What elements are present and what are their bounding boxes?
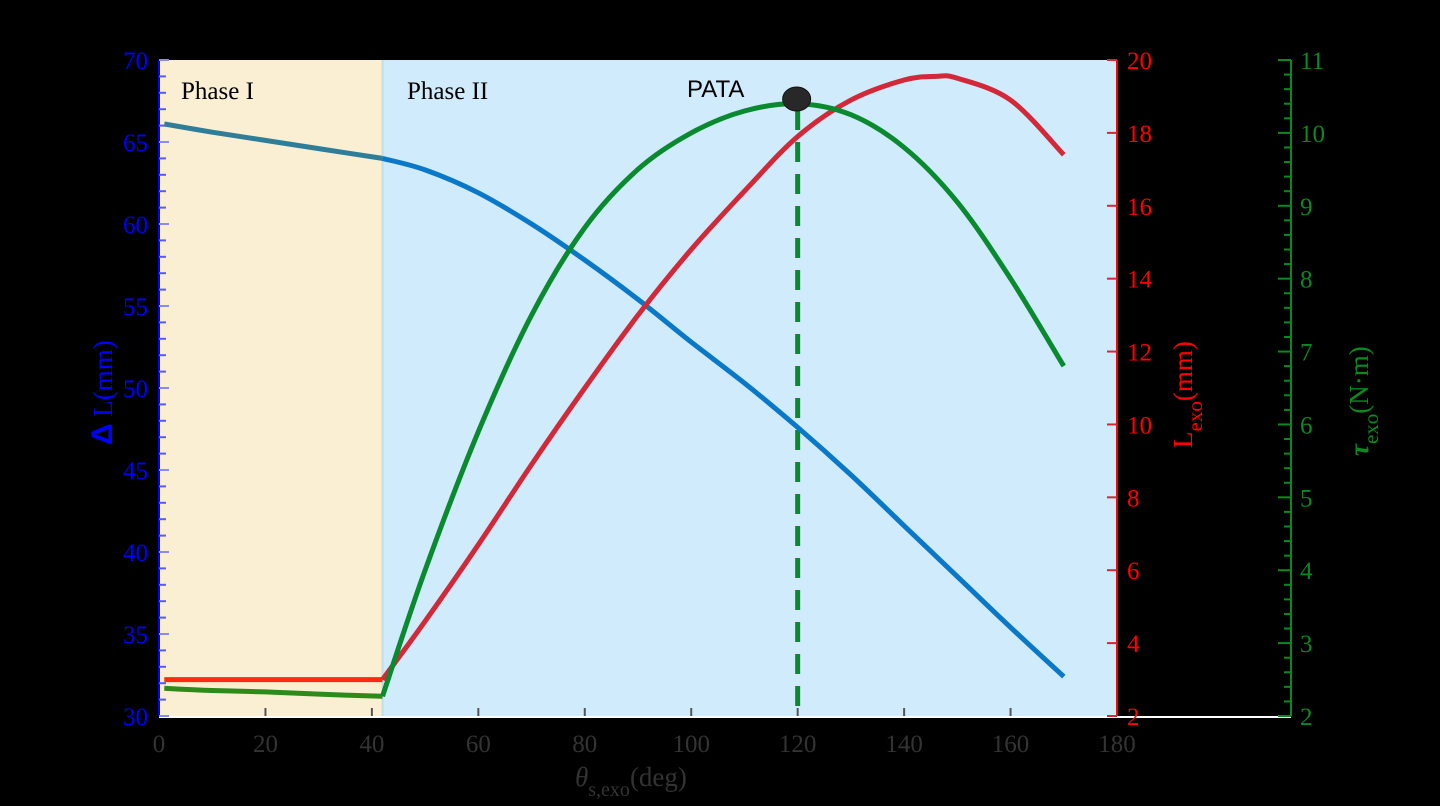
delta-l-line-phase-1	[163, 121, 383, 161]
x-tick-label: 140	[885, 731, 923, 758]
right-y-tick-label-tau-exo: 8	[1300, 267, 1313, 294]
right-y-tick-label-l-exo: 12	[1127, 340, 1152, 367]
left-y-tick-label: 50	[123, 376, 148, 403]
x-tick-label: 100	[672, 731, 710, 758]
l-exo-axis-title: Lexo(mm)	[1168, 341, 1207, 448]
left-y-tick-label: 30	[123, 704, 148, 731]
right-y-tick-label-l-exo: 20	[1127, 48, 1152, 75]
x-tick-label: 120	[779, 731, 817, 758]
pata-marker	[782, 86, 812, 112]
pata-annotation-label: PATA	[687, 76, 744, 103]
x-tick-label: 180	[1098, 731, 1136, 758]
x-tick-label: 40	[359, 731, 384, 758]
left-y-axis-title: Δ L(mm)	[86, 340, 119, 445]
tau-exo-line-phase-1	[164, 685, 383, 699]
right-y-tick-label-l-exo: 16	[1127, 194, 1152, 221]
right-y-tick-label-tau-exo: 4	[1300, 558, 1313, 585]
annotations	[782, 86, 812, 112]
right-y-tick-label-l-exo: 6	[1127, 558, 1140, 585]
left-y-tick-label: 55	[123, 294, 148, 321]
x-tick-label: 80	[572, 731, 597, 758]
l-exo-line-phase-2	[380, 73, 1066, 682]
right-y-tick-label-tau-exo: 11	[1300, 48, 1324, 75]
right-y-tick-label-tau-exo: 7	[1300, 340, 1313, 367]
left-y-tick-label: 45	[123, 458, 148, 485]
delta-l-line-phase-2	[381, 155, 1066, 679]
left-y-tick-label: 60	[123, 212, 148, 239]
right-y-tick-label-tau-exo: 2	[1300, 704, 1313, 731]
left-y-tick-label: 65	[123, 130, 148, 157]
left-y-tick-label: 40	[123, 540, 148, 567]
right-y-tick-label-tau-exo: 3	[1300, 631, 1313, 658]
left-y-tick-label: 35	[123, 622, 148, 649]
tau-exo-axis-title: τexo(N·m)	[1344, 346, 1383, 456]
right-y-tick-label-l-exo: 8	[1127, 485, 1140, 512]
data-series	[163, 73, 1066, 699]
right-y-tick-label-l-exo: 10	[1127, 412, 1152, 439]
phase-1-label: Phase I	[181, 78, 254, 105]
right-y-tick-label-tau-exo: 6	[1300, 412, 1313, 439]
left-y-tick-label: 70	[123, 48, 148, 75]
x-tick-label: 20	[253, 731, 278, 758]
right-y-tick-label-l-exo: 4	[1127, 631, 1140, 658]
phase-2-label: Phase II	[407, 78, 488, 105]
tau-exo-line-phase-2	[380, 101, 1066, 698]
region-phase-1	[159, 60, 383, 716]
right-y-tick-label-tau-exo: 5	[1300, 485, 1313, 512]
axes: 0 20 40 60 80 100 120 140 160 180θs,exo(deg)30354…	[86, 48, 1383, 801]
x-tick-label: 160	[992, 731, 1030, 758]
right-y-tick-label-tau-exo: 9	[1300, 194, 1313, 221]
right-y-tick-label-l-exo: 18	[1127, 121, 1152, 148]
x-tick-label: 0	[153, 731, 166, 758]
phase-regions	[159, 60, 1117, 716]
x-axis-title: θs,exo(deg)	[575, 762, 687, 801]
right-y-tick-label-tau-exo: 10	[1300, 121, 1325, 148]
right-y-tick-label-l-exo: 14	[1127, 267, 1153, 294]
x-tick-label: 60	[466, 731, 491, 758]
right-y-tick-label-l-exo: 2	[1127, 704, 1140, 731]
